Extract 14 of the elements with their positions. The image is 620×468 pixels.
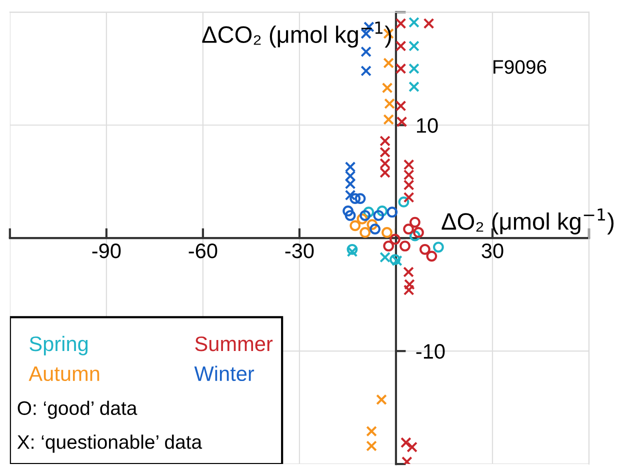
x-axis-title: ΔO₂ (μmol kg$^{−1}$) (442, 208, 614, 234)
y-tick-label: -10 (416, 344, 445, 359)
y-tick-label: 10 (417, 118, 438, 133)
x-tick-label: 30 (482, 244, 504, 258)
x-tick-label: -30 (285, 244, 314, 258)
annotation: F9096 (494, 60, 546, 74)
x-tick-label: -90 (92, 244, 121, 258)
text: Autumn (28, 366, 100, 382)
text: Summer (195, 336, 273, 352)
text: Spring (30, 336, 88, 356)
x-tick-label: -60 (188, 244, 218, 258)
annotation: O: ‘good’ data (18, 400, 138, 419)
text: Winter (194, 366, 254, 382)
annotation: X: ‘questionable’ data (17, 434, 202, 453)
